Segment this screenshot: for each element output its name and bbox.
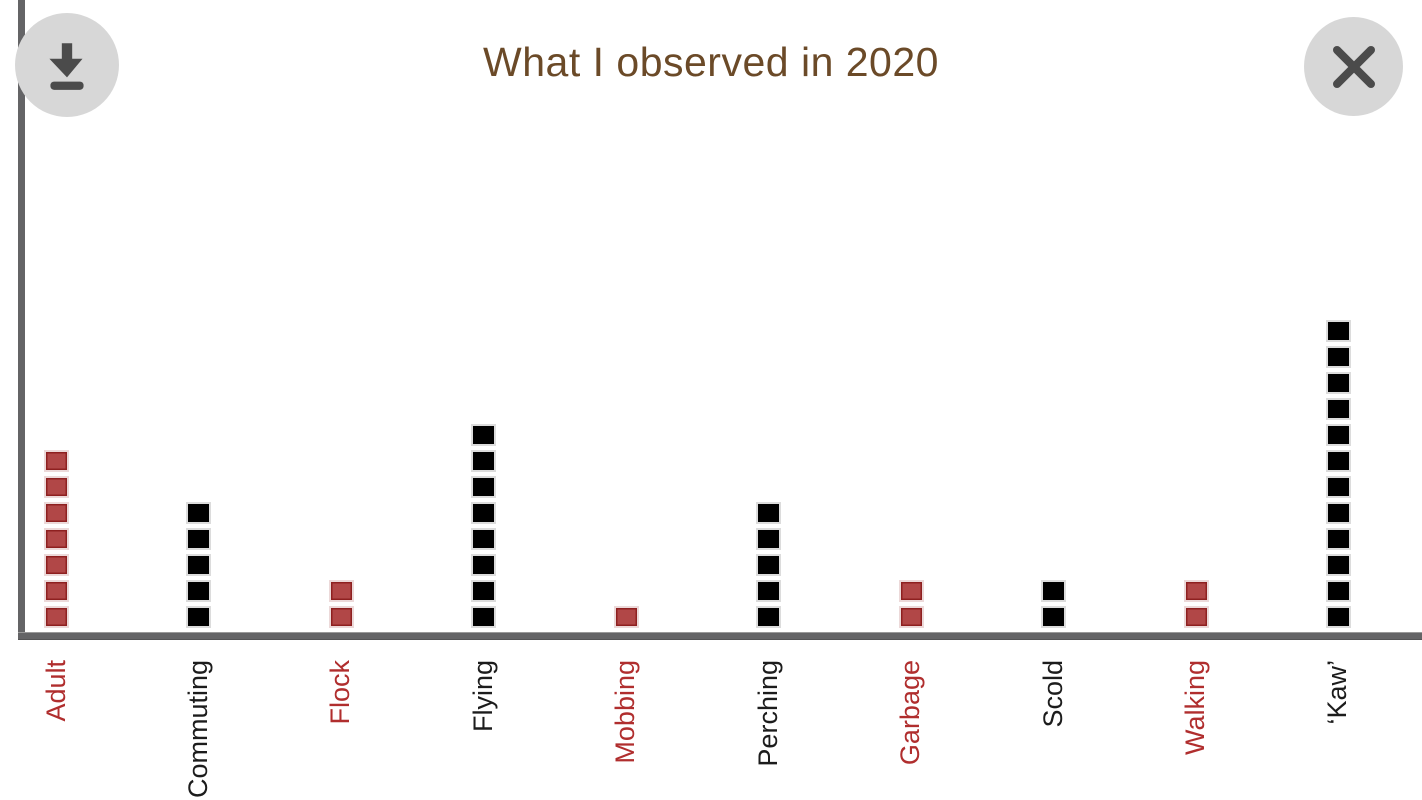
data-square [471,554,497,576]
data-square [1325,606,1351,628]
bar-column-flock [328,580,354,628]
download-button[interactable] [15,13,119,117]
x-axis-label: Adult [40,660,71,722]
data-square [1325,528,1351,550]
bar-column-scold [1041,580,1067,628]
x-axis-label: Scold [1037,660,1068,728]
x-axis-label: Flock [325,660,356,725]
bar-column-flying [471,424,497,628]
data-square [44,450,69,472]
data-square [1325,502,1351,524]
bar-column-mobbing [613,606,639,628]
close-icon [1330,43,1378,91]
bar-column-adult [44,450,69,628]
data-square [756,528,782,550]
x-axis-label: Flying [467,660,498,733]
data-square [1325,372,1351,394]
bar-column-garbage [898,580,924,628]
data-square [44,606,69,628]
data-square [756,606,782,628]
y-axis-line [18,0,25,640]
data-square [1325,320,1351,342]
data-square [44,554,69,576]
data-square [1183,580,1209,602]
data-square [1325,424,1351,446]
bar-column-perching [756,502,782,628]
data-square [898,606,924,628]
bar-column-walking [1183,580,1209,628]
data-square [471,502,497,524]
data-square [186,580,212,602]
data-square [1325,554,1351,576]
data-square [471,450,497,472]
data-square [44,502,69,524]
data-square [44,580,69,602]
data-square [1041,580,1067,602]
data-square [471,528,497,550]
data-square [1325,450,1351,472]
data-square [471,424,497,446]
x-axis-label: Garbage [895,660,926,766]
data-square [1041,606,1067,628]
x-axis-label: ‘Kaw’ [1322,660,1353,725]
chart-title: What I observed in 2020 [483,39,939,86]
data-square [1325,346,1351,368]
data-square [186,606,212,628]
data-square [44,528,69,550]
data-square [186,502,212,524]
data-square [328,580,354,602]
bar-column-commuting [186,502,212,628]
bar-column-kaw [1325,320,1351,628]
data-square [1325,476,1351,498]
download-icon [38,36,96,94]
data-square [756,554,782,576]
x-axis-label: Mobbing [610,660,641,764]
data-square [613,606,639,628]
x-axis-label: Walking [1180,660,1211,756]
data-square [1325,580,1351,602]
data-square [471,580,497,602]
x-axis-label: Perching [752,660,783,767]
data-square [471,476,497,498]
data-square [328,606,354,628]
data-square [186,528,212,550]
data-square [186,554,212,576]
data-square [44,476,69,498]
data-square [471,606,497,628]
data-square [756,580,782,602]
data-square [898,580,924,602]
data-square [1325,398,1351,420]
data-square [756,502,782,524]
close-button[interactable] [1304,17,1403,116]
x-axis-line [18,632,1422,640]
data-square [1183,606,1209,628]
x-axis-label: Commuting [182,660,213,799]
